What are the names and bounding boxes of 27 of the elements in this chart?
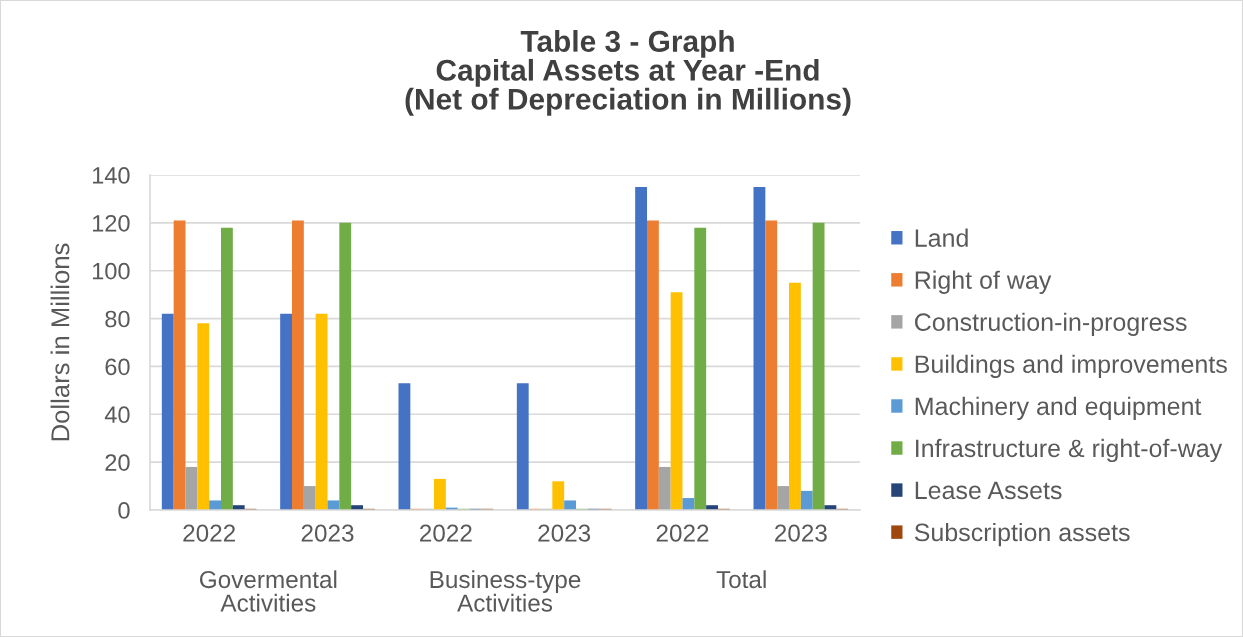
- text: Govermental Activities: [199, 570, 337, 612]
- y-tick-label: 100: [92, 262, 130, 280]
- y-tick-label: 80: [105, 310, 130, 328]
- y-tick-label: 60: [105, 358, 130, 376]
- y-tick-label: 120: [92, 214, 130, 232]
- x-tick-label: 2022: [656, 524, 709, 542]
- y-tick-label: 40: [104, 406, 130, 424]
- y-tick-label: 20: [105, 454, 130, 471]
- legend-label: Lease Assets: [915, 481, 1062, 500]
- legend-label: Machinery and equipment: [915, 396, 1202, 421]
- legend-label: Land: [915, 228, 968, 247]
- legend-label: Buildings and improvements: [915, 354, 1227, 379]
- legend-label: Construction-in-progress: [915, 312, 1187, 336]
- x-tick-label: 2023: [775, 524, 827, 542]
- chart-title: Table 3 - Graph Capital Assets at Year -End (Net of Depreciation in Millions): [405, 30, 851, 116]
- x-tick-label: 2022: [420, 524, 472, 542]
- legend-label: Infrastructure & right-of-way: [916, 438, 1223, 463]
- y-axis-title: Dollars in Millions: [50, 243, 70, 441]
- legend-label: Subscription assets: [914, 522, 1130, 547]
- y-tick-label: 140: [92, 167, 130, 184]
- text: Business-type Activities: [430, 570, 581, 612]
- legend-label: Right of way: [915, 270, 1052, 294]
- y-tick-label: 0: [118, 502, 130, 519]
- x-tick-label: 2023: [301, 524, 354, 542]
- text: Total: [716, 570, 766, 589]
- x-tick-label: 2022: [183, 524, 235, 542]
- x-tick-label: 2023: [538, 524, 591, 542]
